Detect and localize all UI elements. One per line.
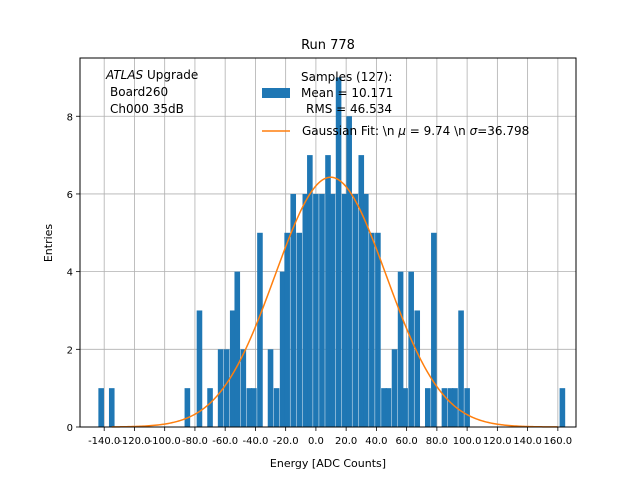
x-tick-label: -60.0 xyxy=(212,436,238,447)
histogram-bar xyxy=(329,193,336,427)
histogram-bar xyxy=(273,388,280,427)
histogram-bar xyxy=(447,388,454,427)
histogram-bar xyxy=(369,232,375,427)
histogram-bar xyxy=(279,271,286,427)
x-tick-label: 60.0 xyxy=(396,436,418,447)
histogram-bar xyxy=(196,310,203,427)
svg-text:ATLAS Upgrade: ATLAS Upgrade xyxy=(105,68,198,82)
histogram-bar xyxy=(302,193,309,427)
plot-frame xyxy=(79,57,577,428)
histogram-bar xyxy=(335,77,342,427)
histogram-bar xyxy=(108,388,115,427)
board-label: Board260 xyxy=(110,85,168,99)
x-tick-label: -140.0 xyxy=(88,436,120,447)
histogram-bar xyxy=(375,232,381,427)
histogram-bar xyxy=(464,388,470,427)
histogram-bar xyxy=(452,388,458,427)
x-tick-label: -20.0 xyxy=(273,436,299,447)
histogram-bar xyxy=(319,193,325,427)
atlas-annotation: ATLAS Upgrade Board260 Ch000 35dB xyxy=(105,68,198,116)
histogram-bar xyxy=(414,310,421,427)
x-tick-label: 40.0 xyxy=(365,436,387,447)
x-tick-label: 120.0 xyxy=(483,436,512,447)
histogram-bar xyxy=(234,271,241,427)
histogram-bar xyxy=(290,193,297,427)
gaussian-fit-curve xyxy=(111,176,558,428)
histogram-bar xyxy=(246,388,253,427)
histogram-bar xyxy=(402,388,408,427)
y-tick-label: 0 xyxy=(67,423,73,434)
atlas-experiment-label: ATLAS xyxy=(105,68,144,82)
histogram-bar xyxy=(425,388,431,427)
histogram-bar xyxy=(207,388,213,427)
x-axis-label: Energy [ADC Counts] xyxy=(270,457,386,470)
x-tick-label: 0.0 xyxy=(308,436,324,447)
histogram-bar xyxy=(223,349,230,427)
x-tick-label: -100.0 xyxy=(149,436,181,447)
x-tick-label: -80.0 xyxy=(182,436,208,447)
histogram-bar xyxy=(257,232,263,427)
legend-samples-line3: RMS = 46.534 xyxy=(306,102,392,116)
histogram-bar xyxy=(217,349,224,427)
histogram-bar xyxy=(458,310,464,427)
x-tick-label: 140.0 xyxy=(513,436,542,447)
histogram-bar xyxy=(267,349,274,427)
x-tick-label: 100.0 xyxy=(453,436,482,447)
channel-label: Ch000 35dB xyxy=(110,102,184,116)
legend: Samples (127): Mean = 10.171 RMS = 46.53… xyxy=(262,70,529,138)
histogram-bar xyxy=(341,193,348,427)
x-tick-label: -120.0 xyxy=(118,436,150,447)
histogram-bar xyxy=(346,116,352,428)
histogram-bar xyxy=(284,232,290,427)
x-axis-ticks: -140.0-120.0-100.0 -80.0 -60.0 -40.0 -20.0 0.… xyxy=(88,427,572,447)
histogram-bar xyxy=(307,155,313,427)
histogram-bar xyxy=(229,310,236,427)
histogram-bar xyxy=(251,388,257,427)
histogram-bar xyxy=(98,388,104,427)
x-tick-label: -40.0 xyxy=(242,436,268,447)
legend-samples-line2: Mean = 10.171 xyxy=(301,86,393,100)
y-tick-label: 2 xyxy=(67,345,73,356)
histogram-bar xyxy=(358,155,365,427)
x-tick-label: 80.0 xyxy=(426,436,448,447)
histogram-bars xyxy=(98,77,566,428)
histogram-bar xyxy=(431,232,437,427)
y-axis-ticks: 0 2 4 6 8 xyxy=(67,112,80,434)
x-tick-label: 20.0 xyxy=(335,436,357,447)
legend-samples-swatch xyxy=(262,88,290,98)
legend-samples-line1: Samples (127): xyxy=(301,70,392,84)
histogram-bar xyxy=(381,388,387,427)
x-tick-label: 160.0 xyxy=(544,436,573,447)
histogram-bar xyxy=(397,271,404,427)
legend-fit-label: Gaussian Fit: \n μ = 9.74 \n σ=36.798 xyxy=(302,124,529,138)
histogram-bar xyxy=(325,155,331,427)
histogram-bar xyxy=(408,271,414,427)
chart-title: Run 778 xyxy=(301,38,355,53)
histogram-bar xyxy=(363,193,369,427)
histogram-bar xyxy=(313,193,319,427)
histogram-bar xyxy=(385,388,392,427)
histogram-bar xyxy=(240,349,247,427)
histogram-bar xyxy=(184,388,191,427)
y-axis-label: Entries xyxy=(42,224,55,263)
histogram-bar xyxy=(441,388,448,427)
y-tick-label: 4 xyxy=(67,268,73,279)
histogram-bar xyxy=(559,388,566,427)
histogram-bar xyxy=(352,193,359,427)
y-tick-label: 6 xyxy=(67,190,73,201)
histogram-bar xyxy=(296,232,303,427)
y-tick-label: 8 xyxy=(67,112,73,123)
atlas-experiment-suffix: Upgrade xyxy=(143,68,198,82)
histogram-bar xyxy=(391,349,398,427)
